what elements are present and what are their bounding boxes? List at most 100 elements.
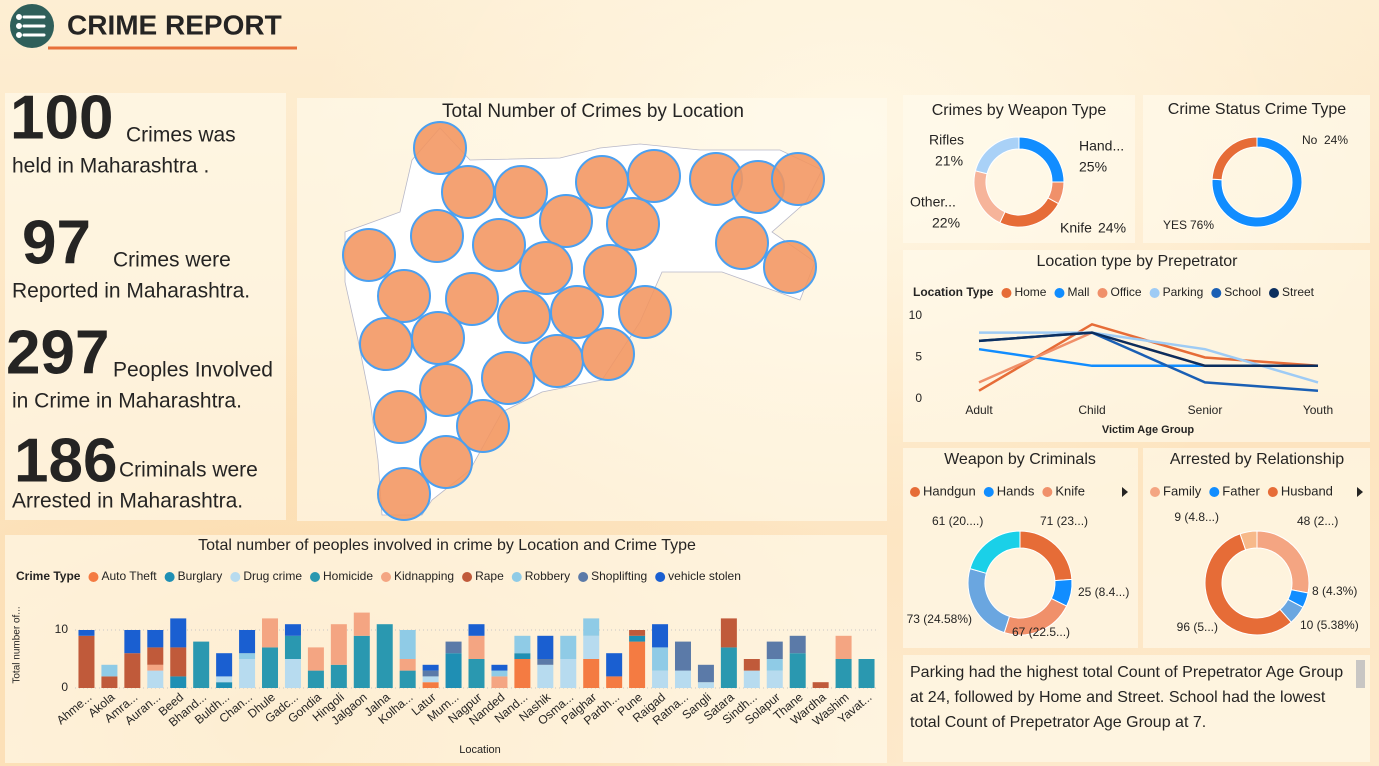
map-bubble [606,197,660,251]
donut-slice [974,136,1020,175]
bar-segment [307,670,324,688]
kpi-text: Criminals were [119,459,258,482]
bar-segment [78,635,95,688]
bar-segment [445,641,462,654]
bar-segment [720,647,737,688]
legend-marker [381,572,392,582]
kpi-text: held in Maharashtra . [12,155,209,178]
bar-segment [468,624,485,636]
x-tick-label: Senior [1188,403,1223,417]
slice-value: 73 (24.58%) [907,612,972,626]
bar-segment [330,664,347,688]
legend-label: Street [1282,285,1315,299]
bar-segment [216,682,233,688]
legend-marker [1267,487,1278,497]
legend-label: Home [1014,285,1046,299]
bar-segment [216,676,233,683]
x-tick-label: Child [1078,403,1105,417]
map-bubble [413,121,467,175]
map-bubble [530,334,584,388]
legend-marker [1042,487,1053,497]
map-bubble [771,152,825,206]
donut-slice [969,530,1021,574]
chart-title: Weapon by Criminals [944,451,1096,468]
slice-category: Hand... [1079,138,1124,154]
slice-category: Knife [1060,220,1092,236]
map-bubble [618,285,672,339]
bar-segment [422,664,439,671]
map-bubble [359,317,413,371]
bar-segment [239,630,256,654]
bar-segment [307,647,324,671]
legend-marker [310,572,320,582]
map-bubble [519,241,573,295]
map-bubble [583,244,637,298]
bar-segment [606,653,623,677]
bar-segment [766,659,783,671]
bar-segment [353,635,370,688]
slice-value: 21% [935,153,963,169]
bar-segment [239,659,256,688]
slice-value: 24% [1098,220,1126,236]
legend-marker [655,572,666,582]
bar-segment [812,682,829,688]
bar-segment [858,659,875,688]
bar-segment [353,612,370,636]
legend-label: Mall [1067,285,1089,299]
map-bubble [377,269,431,323]
bar-segment [835,635,852,659]
scrollbar[interactable] [1356,660,1365,688]
x-tick-label: Youth [1303,403,1333,417]
bar-segment [239,653,256,659]
chart-title: Crimes by Weapon Type [932,102,1107,119]
bar-segment [835,659,852,688]
bar-segment [147,630,164,648]
bar-segment [766,670,783,688]
legend-marker [1001,288,1012,298]
bar-segment [629,641,646,688]
x-axis-label: Location [459,744,501,756]
bar-segment [376,624,393,688]
legend-more-arrow [1122,487,1128,497]
bar-segment [674,641,691,671]
legend-marker [230,572,241,582]
slice-value: 8 (4.3%) [1312,584,1357,598]
legend-label: Homicide [323,569,373,583]
legend-label: Drug crime [243,569,302,583]
bar-segment [78,630,95,636]
kpi-text: Crimes were [113,249,231,272]
bar-segment [124,653,141,688]
slice-category: Rifles [929,132,964,148]
bar-segment [789,653,806,688]
bar-segment [422,670,439,677]
legend-label: Husband [1281,483,1333,498]
narrative-panel [903,655,1370,762]
map-bubble [494,165,548,219]
kpi-text: Arrested in Maharashtra. [12,490,243,513]
legend-marker [1097,288,1108,298]
legend-label: Handgun [923,483,976,498]
chart-title: Arrested by Relationship [1170,451,1344,468]
legend-label: Father [1222,483,1260,498]
bar-segment [170,676,187,688]
map-bubble [539,194,593,248]
map-bubble [715,216,769,270]
map-bubble [419,435,473,489]
map-bubble [411,311,465,365]
legend-marker [1054,288,1065,298]
map-bubble [481,351,535,405]
bar-segment [468,635,485,659]
page-title: CRIME REPORT [67,9,282,40]
bar-segment [147,664,164,671]
map-bubble [627,149,681,203]
bar-segment [743,670,760,688]
bar-segment [537,635,554,659]
map-bubble [472,218,526,272]
slice-value: 25 (8.4...) [1078,585,1129,599]
bar-segment [330,624,347,665]
slice-value: 76% [1190,218,1214,232]
kpi-value: 100 [10,83,113,152]
map-bubble [575,155,629,209]
y-axis-label: Total number of... [12,606,23,683]
legend-label: Knife [1055,483,1085,498]
